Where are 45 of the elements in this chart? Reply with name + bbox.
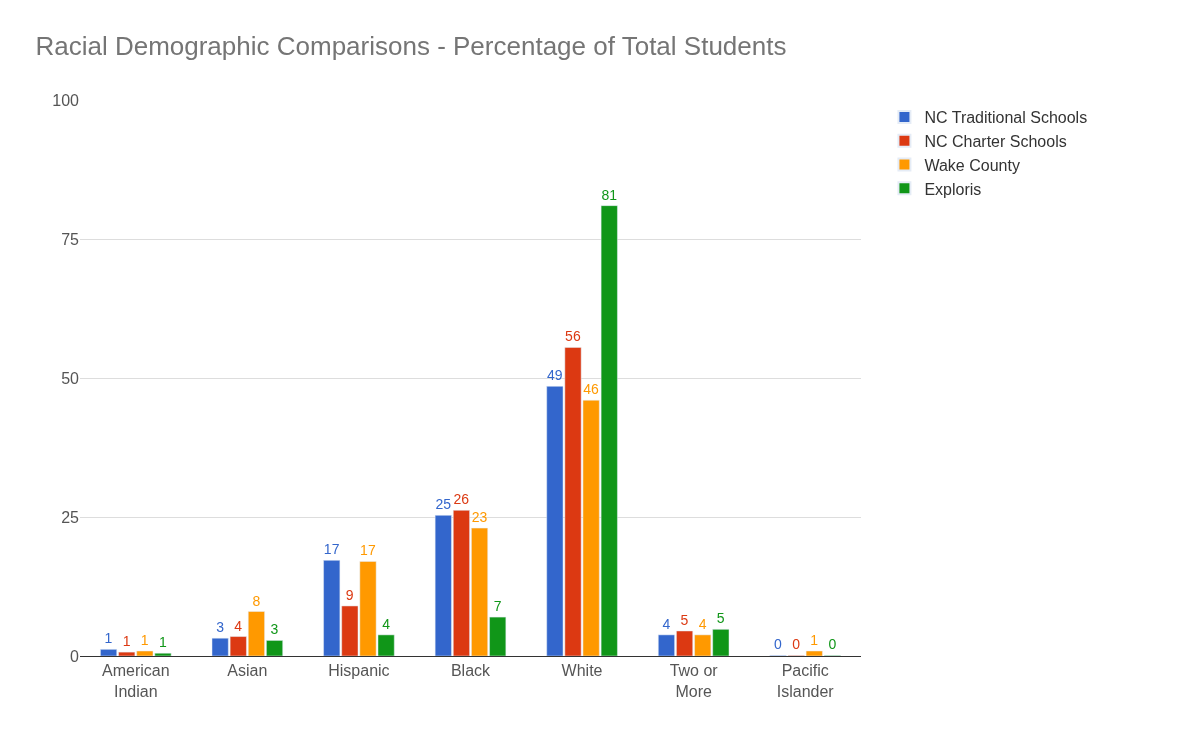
data-label: 4 xyxy=(382,615,391,632)
y-tick-label: 25 xyxy=(61,508,80,526)
y-tick-label: 0 xyxy=(70,647,80,665)
data-label: 3 xyxy=(216,619,225,636)
x-tick-label: Pacific Islander xyxy=(776,662,835,700)
data-label: 5 xyxy=(680,611,689,628)
data-label: 17 xyxy=(360,542,376,559)
chart-title: Racial Demographic Comparisons - Percentage of Total Students xyxy=(35,31,787,61)
data-label: 1 xyxy=(140,632,149,648)
data-label: 0 xyxy=(792,636,801,653)
data-label: 5 xyxy=(716,610,725,627)
x-tick-label: American Indian xyxy=(102,662,170,700)
data-label: 1 xyxy=(122,633,131,650)
x-tick-label: Two or More xyxy=(669,662,719,700)
data-label: 25 xyxy=(435,496,452,513)
data-label: 17 xyxy=(323,541,340,558)
data-label: 4 xyxy=(662,615,671,632)
data-label: 81 xyxy=(601,186,618,203)
data-label: 1 xyxy=(158,634,167,651)
data-label: 8 xyxy=(252,592,261,609)
legend-label: Wake County xyxy=(924,156,1020,174)
data-label: 56 xyxy=(565,328,581,345)
x-tick-label: Hispanic xyxy=(328,662,390,680)
data-label: 1 xyxy=(104,630,113,647)
x-tick-label: Asian xyxy=(227,662,268,680)
data-label: 49 xyxy=(546,367,563,384)
y-tick-label: 50 xyxy=(61,369,80,387)
x-tick-label: Black xyxy=(450,662,492,680)
legend-label: NC Charter Schools xyxy=(924,132,1067,150)
data-label: 1 xyxy=(810,632,819,648)
y-tick-label: 100 xyxy=(52,91,80,109)
data-label: 0 xyxy=(774,636,783,653)
data-label: 46 xyxy=(583,381,600,398)
legend-label: Exploris xyxy=(924,180,982,198)
legend-label: NC Traditional Schools xyxy=(924,109,1088,127)
data-label: 9 xyxy=(345,586,354,603)
data-label: 23 xyxy=(471,509,488,526)
data-label: 4 xyxy=(234,617,243,634)
data-label: 7 xyxy=(493,598,502,615)
data-label: 4 xyxy=(698,615,707,632)
y-tick-label: 75 xyxy=(61,230,80,248)
x-tick-label: White xyxy=(561,662,603,680)
data-label: 26 xyxy=(453,491,470,508)
data-label: 0 xyxy=(828,636,837,653)
data-label: 3 xyxy=(270,621,279,638)
